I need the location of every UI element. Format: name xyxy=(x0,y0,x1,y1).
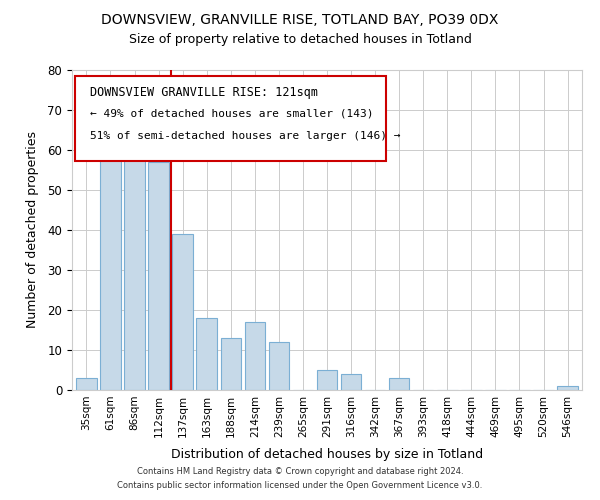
Bar xyxy=(148,162,169,390)
Bar xyxy=(100,158,121,390)
Text: 51% of semi-detached houses are larger (146) →: 51% of semi-detached houses are larger (… xyxy=(90,131,400,141)
Bar xyxy=(557,386,578,390)
Text: Size of property relative to detached houses in Totland: Size of property relative to detached ho… xyxy=(128,34,472,46)
Bar xyxy=(389,378,409,390)
Bar xyxy=(269,342,289,390)
Text: Contains public sector information licensed under the Open Government Licence v3: Contains public sector information licen… xyxy=(118,481,482,490)
Bar xyxy=(124,146,145,390)
Bar xyxy=(221,338,241,390)
FancyBboxPatch shape xyxy=(74,76,386,161)
Y-axis label: Number of detached properties: Number of detached properties xyxy=(26,132,39,328)
Text: Contains HM Land Registry data © Crown copyright and database right 2024.: Contains HM Land Registry data © Crown c… xyxy=(137,467,463,476)
X-axis label: Distribution of detached houses by size in Totland: Distribution of detached houses by size … xyxy=(171,448,483,461)
Bar xyxy=(172,234,193,390)
Bar xyxy=(317,370,337,390)
Bar xyxy=(245,322,265,390)
Bar xyxy=(76,378,97,390)
Text: ← 49% of detached houses are smaller (143): ← 49% of detached houses are smaller (14… xyxy=(90,108,373,118)
Text: DOWNSVIEW, GRANVILLE RISE, TOTLAND BAY, PO39 0DX: DOWNSVIEW, GRANVILLE RISE, TOTLAND BAY, … xyxy=(101,12,499,26)
Bar xyxy=(341,374,361,390)
Text: DOWNSVIEW GRANVILLE RISE: 121sqm: DOWNSVIEW GRANVILLE RISE: 121sqm xyxy=(90,86,318,99)
Bar xyxy=(196,318,217,390)
